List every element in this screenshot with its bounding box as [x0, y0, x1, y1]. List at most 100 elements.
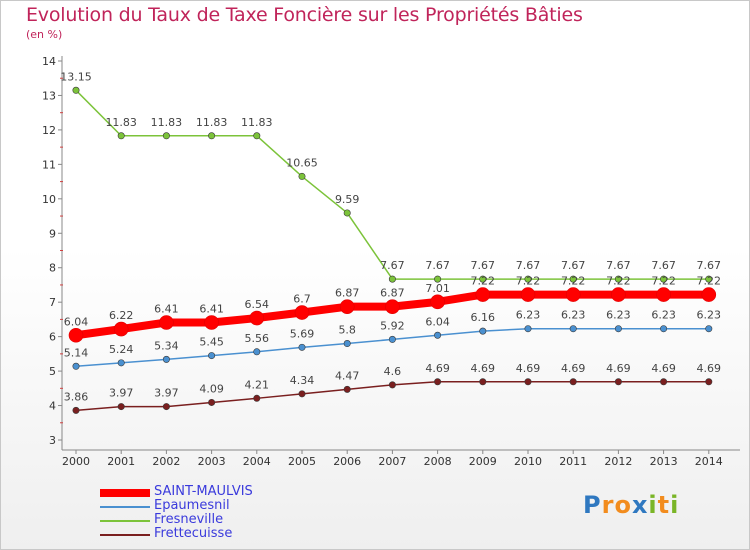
data-point: [660, 275, 668, 283]
x-tick-label: 2005: [288, 455, 316, 468]
data-point: [253, 132, 261, 140]
chart-subtitle: (en %): [26, 28, 63, 41]
y-tick-label: 11: [42, 158, 56, 171]
data-label: 4.69: [561, 362, 586, 375]
x-tick-label: 2011: [559, 455, 587, 468]
data-label: 6.87: [380, 287, 405, 300]
data-label: 7.22: [697, 275, 722, 288]
data-label: 6.23: [516, 309, 541, 322]
proxiti-logo: Proxiti: [583, 491, 679, 519]
data-label: 6.23: [606, 309, 631, 322]
x-tick-label: 2014: [695, 455, 723, 468]
data-label: 6.23: [651, 309, 676, 322]
data-label: 6.22: [109, 309, 134, 322]
y-tick-label: 7: [49, 296, 56, 309]
data-point: [208, 398, 216, 406]
legend-item: Fresneville: [100, 512, 360, 528]
data-label: 7.22: [561, 275, 586, 288]
data-point: [159, 315, 174, 330]
data-point: [614, 325, 622, 333]
data-point: [569, 325, 577, 333]
x-tick-label: 2008: [424, 455, 452, 468]
data-label: 7.22: [471, 275, 496, 288]
data-label: 7.67: [380, 259, 405, 272]
x-tick-label: 2007: [378, 455, 406, 468]
data-point: [388, 275, 396, 283]
data-label: 7.22: [516, 275, 541, 288]
y-tick-label: 10: [42, 193, 56, 206]
data-point: [565, 287, 581, 302]
data-label: 9.59: [335, 193, 360, 206]
data-point: [524, 378, 532, 386]
data-label: 3.86: [64, 390, 89, 403]
data-label: 7.22: [606, 275, 631, 288]
data-point: [208, 132, 216, 140]
data-point: [479, 378, 487, 386]
data-label: 6.87: [335, 287, 360, 300]
data-point: [656, 287, 671, 302]
data-label: 7.67: [561, 259, 586, 272]
x-tick-label: 2012: [604, 455, 632, 468]
x-tick-label: 2000: [62, 455, 90, 468]
data-point: [434, 275, 442, 283]
data-point: [385, 299, 400, 314]
data-label: 7.67: [516, 259, 541, 272]
data-label: 4.21: [245, 378, 270, 391]
data-label: 4.47: [335, 369, 360, 382]
legend-item: SAINT-MAULVIS: [100, 484, 360, 500]
legend-label: Fresneville: [154, 512, 224, 527]
data-point: [72, 86, 80, 94]
chart-title: Evolution du Taux de Taxe Foncière sur l…: [26, 4, 583, 26]
y-tick-label: 8: [49, 262, 56, 275]
data-label: 4.69: [471, 362, 496, 375]
logo-letter: i: [648, 491, 658, 519]
legend-swatch: [100, 520, 150, 522]
data-label: 3.97: [109, 387, 134, 400]
data-point: [339, 299, 355, 314]
y-tick-label: 4: [49, 400, 56, 413]
data-point: [430, 294, 445, 310]
legend-swatch: [100, 489, 150, 497]
y-tick-label: 13: [42, 89, 56, 102]
y-tick-label: 6: [49, 331, 56, 344]
legend-label: Frettecuisse: [154, 526, 233, 541]
data-label: 5.56: [245, 332, 270, 345]
x-tick-label: 2003: [198, 455, 226, 468]
data-label: 7.01: [425, 282, 450, 295]
data-point: [343, 385, 351, 393]
data-label: 4.09: [199, 382, 224, 395]
data-label: 5.24: [109, 343, 134, 356]
data-label: 6.41: [199, 303, 224, 316]
data-label: 10.65: [286, 156, 318, 169]
x-tick-label: 2002: [152, 455, 180, 468]
data-label: 11.83: [241, 116, 273, 129]
data-label: 4.69: [651, 362, 676, 375]
data-label: 5.14: [64, 346, 89, 359]
legend-label: Epaumesnil: [154, 498, 230, 513]
data-label: 4.69: [425, 362, 450, 375]
data-label: 6.23: [561, 309, 586, 322]
data-label: 11.83: [105, 116, 137, 129]
data-label: 13.15: [60, 70, 92, 83]
data-point: [162, 403, 170, 411]
data-label: 5.69: [290, 327, 315, 340]
y-tick-label: 14: [42, 55, 56, 68]
data-point: [298, 390, 306, 398]
y-tick-label: 12: [42, 124, 56, 137]
data-point: [569, 378, 577, 386]
logo-letter: x: [631, 491, 649, 519]
data-point: [117, 359, 125, 367]
data-point: [705, 325, 713, 333]
logo-letter: t: [657, 491, 671, 519]
data-point: [253, 394, 261, 402]
legend: SAINT-MAULVIS Epaumesnil Fresneville Fre…: [100, 484, 360, 542]
data-point: [72, 362, 80, 370]
x-tick-label: 2004: [243, 455, 271, 468]
data-point: [388, 381, 396, 389]
data-point: [479, 327, 487, 335]
data-point: [117, 132, 125, 140]
data-label: 6.54: [245, 298, 270, 311]
data-point: [388, 335, 396, 343]
